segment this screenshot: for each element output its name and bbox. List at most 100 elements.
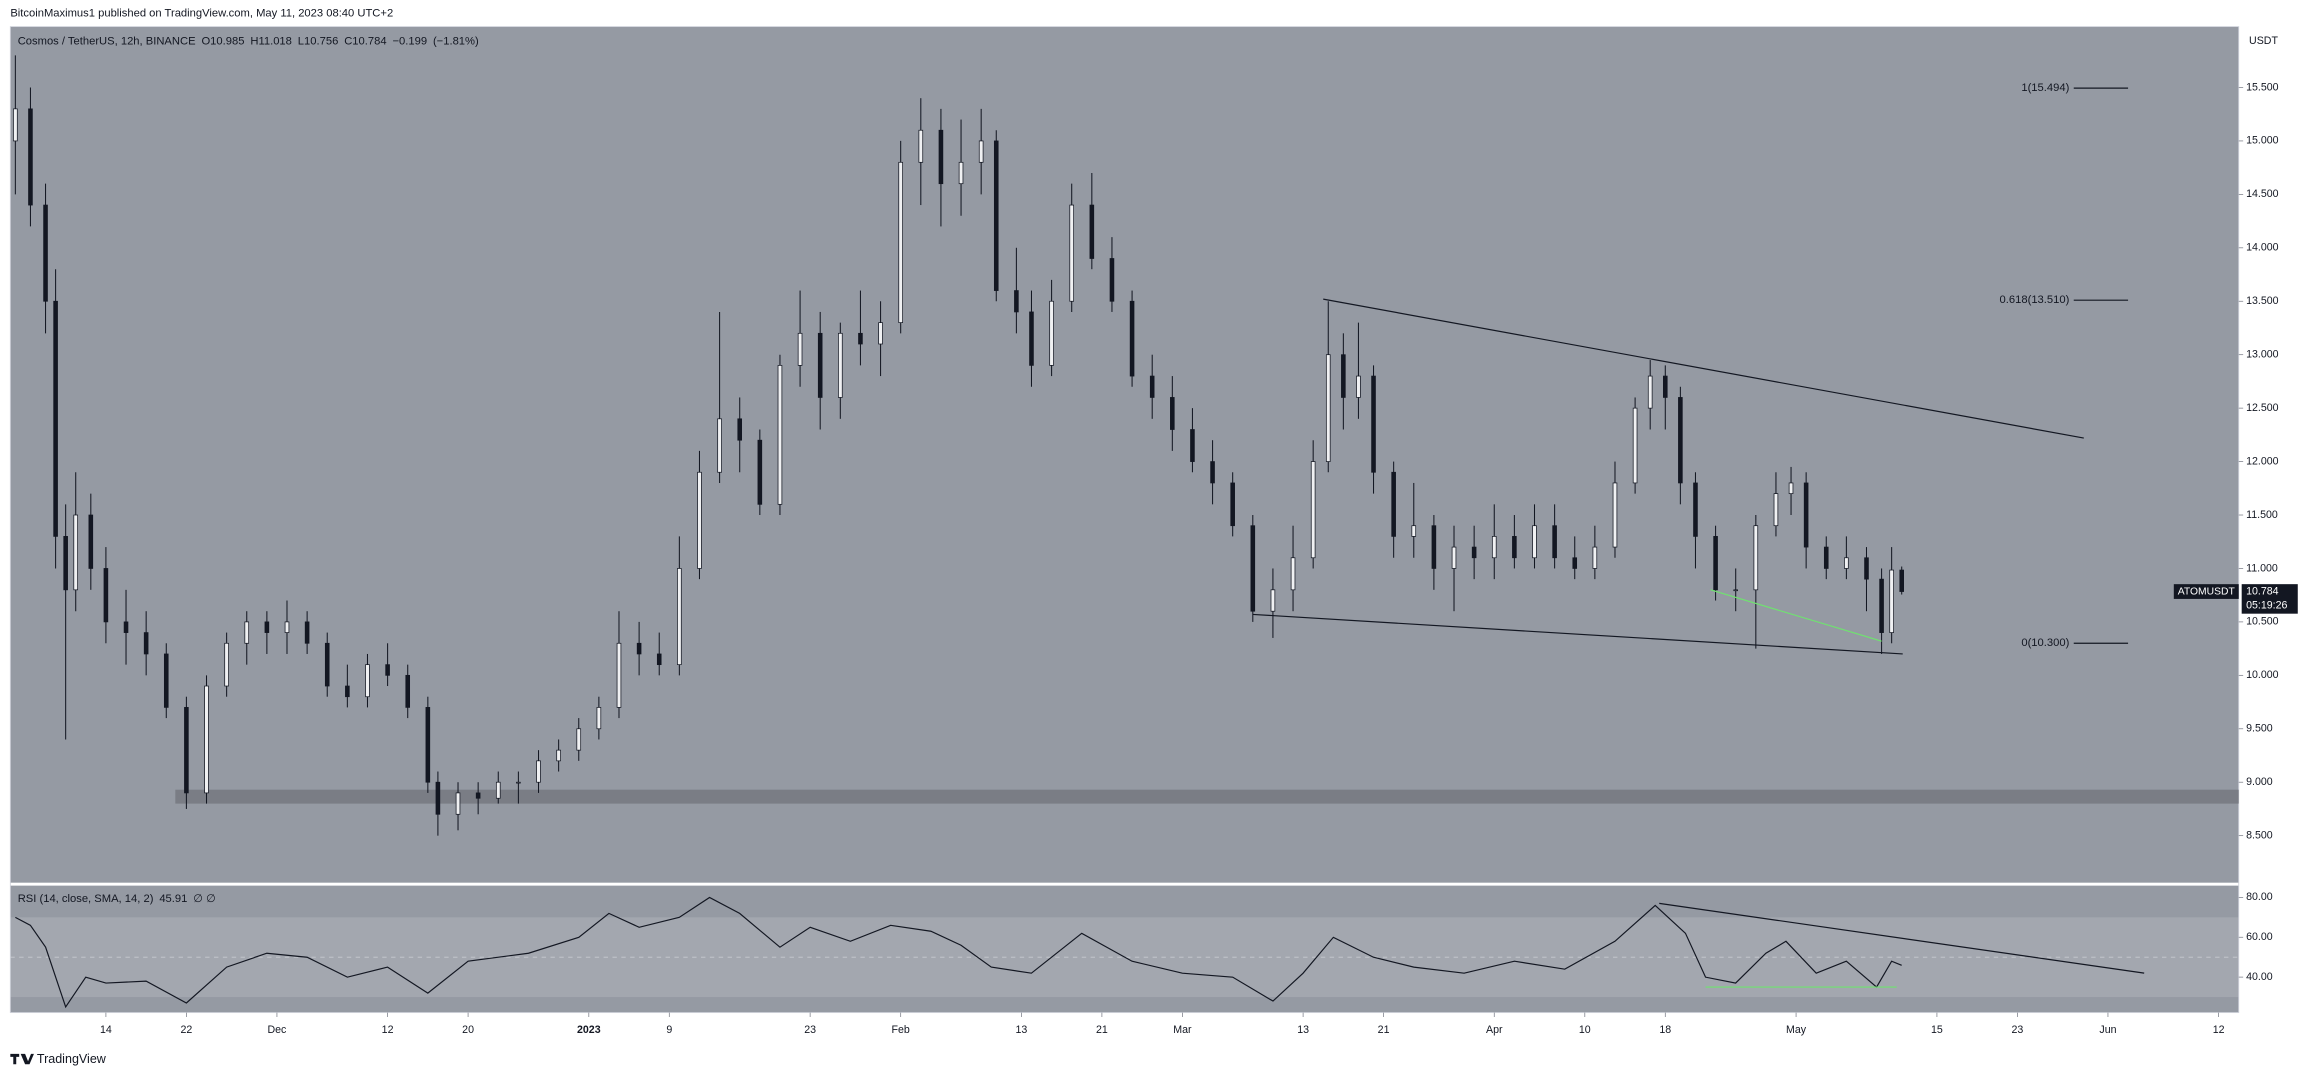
legend-field-label: O (201, 35, 210, 47)
candle-body (1471, 546, 1477, 559)
candle-body (435, 781, 441, 815)
rsi-title: RSI (14, close, SMA, 14, 2) (18, 893, 154, 905)
fib-label: 1(15.494) (2021, 82, 2069, 94)
y-tick-label: 10.000 (2246, 669, 2279, 681)
legend-change-pct: (−1.81%) (433, 35, 479, 47)
fib-label: 0(10.300) (2021, 637, 2069, 649)
x-tick-label: 12 (382, 1024, 394, 1036)
candle-body (636, 642, 642, 655)
y-tick-label: 14.500 (2246, 188, 2279, 200)
x-tick-label: Dec (267, 1024, 287, 1036)
legend-field-label: C (344, 35, 352, 47)
candle-body (1411, 525, 1417, 537)
rsi-extra: ∅ ∅ (193, 893, 216, 905)
candle-body (817, 332, 823, 398)
legend-symbol: Cosmos / TetherUS, 12h, BINANCE (18, 35, 196, 47)
candle-body (993, 140, 999, 291)
candle-body (737, 418, 743, 441)
footer-logo (10, 1053, 34, 1065)
x-tick-label: 14 (100, 1024, 112, 1036)
candle-body (797, 332, 803, 366)
x-tick-label: 9 (666, 1024, 672, 1036)
candle-body (697, 471, 702, 569)
y-tick-label: 9.000 (2246, 776, 2273, 788)
candle-body (1230, 482, 1235, 527)
candle-body (858, 332, 863, 345)
rsi-legend: RSI (14, close, SMA, 14, 2) 45.91 ∅ ∅ (18, 893, 216, 905)
candle-body (717, 418, 722, 473)
candle-body (163, 653, 169, 708)
candle-body (777, 365, 783, 505)
y-tick-label: 14.000 (2246, 242, 2279, 254)
candle-body (385, 664, 390, 676)
candle-body (1049, 300, 1054, 366)
x-tick-label: May (1786, 1024, 1807, 1036)
candle-body (1512, 536, 1517, 559)
candle-body (1310, 461, 1316, 559)
x-tick-label: 2023 (577, 1024, 601, 1036)
y-tick-label: 13.500 (2246, 295, 2279, 307)
candle-body (1889, 569, 1894, 633)
candle-body (284, 621, 290, 633)
candle-body (324, 642, 330, 687)
y-tick-label: 9.500 (2246, 723, 2273, 735)
candle-body (1753, 525, 1759, 591)
candle-body (1879, 578, 1884, 633)
candle-body (1270, 589, 1276, 612)
price-tag (2241, 584, 2298, 614)
y-tick-label: 15.000 (2246, 135, 2279, 147)
candle-body (536, 760, 541, 783)
candle-body (1773, 493, 1779, 527)
y-tick-label: 15.500 (2246, 81, 2279, 93)
legend-field-value: 10.756 (304, 35, 338, 47)
trendline (1710, 589, 1882, 642)
candle-body (425, 707, 431, 783)
x-tick-label: 12 (2213, 1024, 2225, 1036)
candle-body (143, 632, 149, 655)
rsi-y-tick-label: 60.00 (2246, 931, 2273, 943)
legend-field-value: 10.784 (352, 35, 386, 47)
chart-frame (9, 26, 2240, 1014)
candle-body (1678, 397, 1683, 484)
candle-body (63, 536, 68, 591)
candle-body (405, 674, 411, 708)
rsi-last: 45.91 (159, 893, 187, 905)
ticker-tag (2173, 584, 2239, 599)
candle-body (596, 707, 602, 730)
candle-body (978, 140, 984, 163)
candle-body (616, 642, 622, 708)
x-tick-label: 23 (2011, 1024, 2023, 1036)
x-tick-label: Apr (1486, 1024, 1503, 1036)
candle-body (1250, 525, 1256, 612)
y-tick-label: 11.000 (2246, 562, 2278, 574)
publish-header: BitcoinMaximus1 published on TradingView… (10, 7, 393, 19)
candle-body (1491, 536, 1497, 559)
candle-body (1788, 482, 1794, 495)
candle-body (73, 514, 79, 591)
legend-field-label: H (250, 35, 258, 47)
candle-body (224, 642, 229, 687)
x-tick-label: Jun (2099, 1024, 2116, 1036)
y-unit: USDT (2249, 35, 2278, 47)
candle-body (1431, 525, 1437, 569)
price-pane (10, 26, 2239, 883)
candle-body (516, 781, 521, 784)
candle-body (365, 664, 370, 698)
candle-body (495, 781, 501, 799)
x-tick-label: 22 (180, 1024, 192, 1036)
legend-field-value: 11.018 (258, 35, 291, 47)
x-tick-label: Mar (1173, 1024, 1192, 1036)
candle-body (1592, 546, 1598, 569)
x-tick-label: 18 (1659, 1024, 1671, 1036)
trendline (1323, 298, 2084, 439)
rsi-trendline (1659, 902, 2145, 974)
candle-body (13, 108, 18, 142)
legend-field-label: L (298, 35, 304, 47)
candle-body (1391, 471, 1396, 537)
candle-body (204, 685, 209, 794)
trendline (1252, 613, 1903, 655)
support-zone (175, 789, 2239, 804)
candle-body (1371, 375, 1376, 473)
candle-body (1290, 557, 1296, 591)
